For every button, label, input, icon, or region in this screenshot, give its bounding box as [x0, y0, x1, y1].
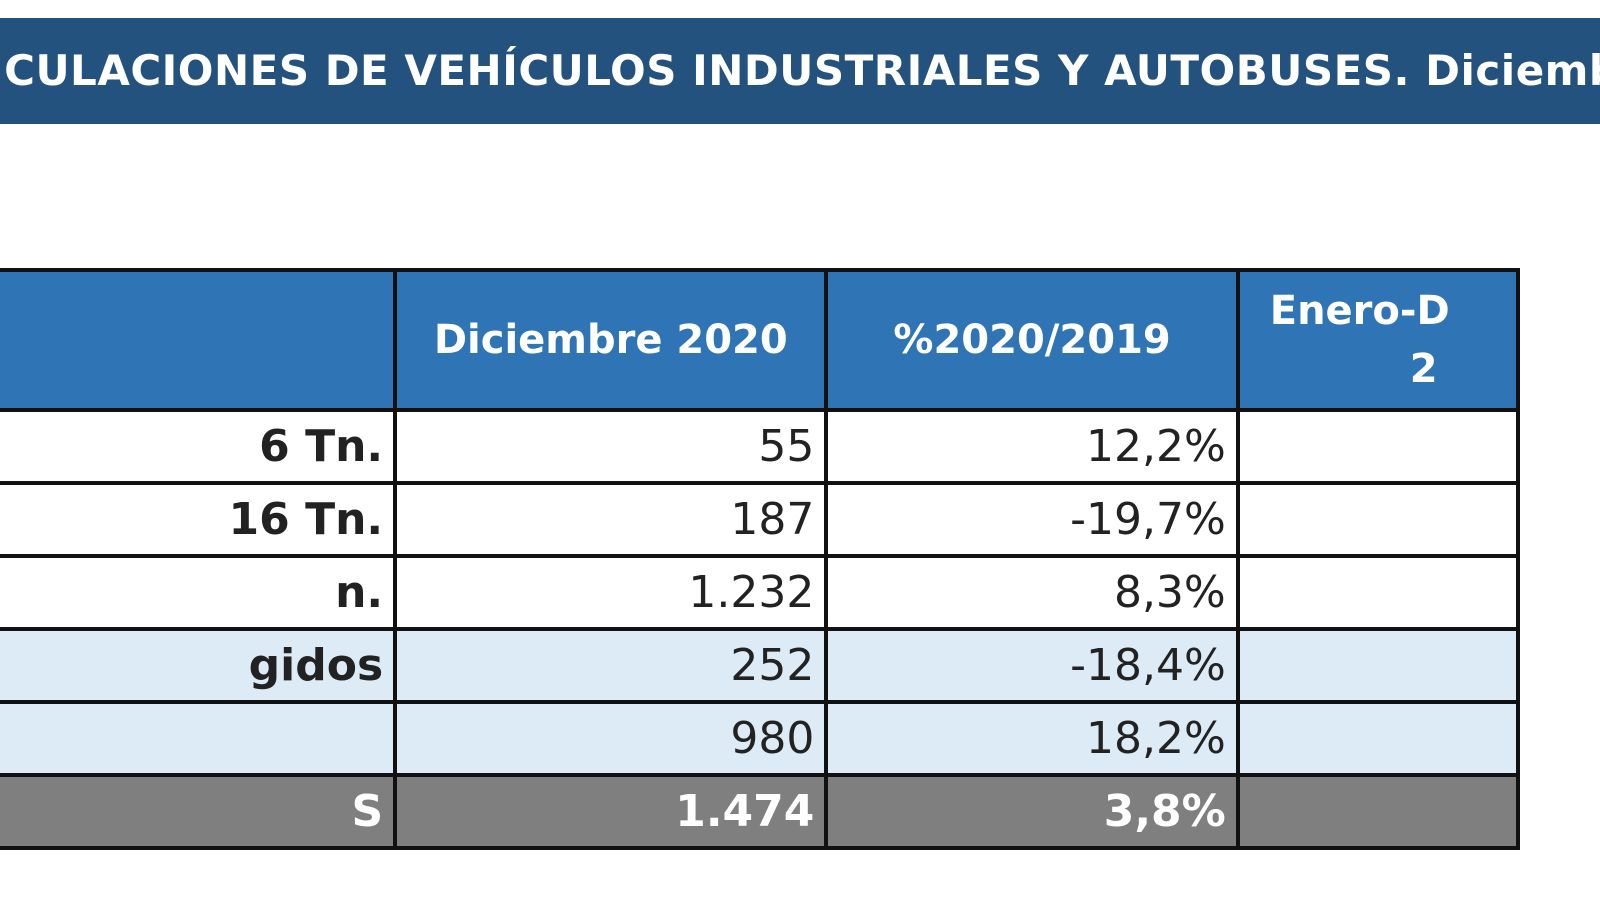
cell-december-2020: 1.232: [393, 554, 829, 631]
cell-december-2020: 252: [393, 627, 829, 704]
cell-percent-change: 8,3%: [824, 554, 1240, 631]
cell-jan-dec: [1235, 408, 1521, 485]
cell-december-2020: 187: [393, 481, 829, 558]
cell-jan-dec: [1235, 773, 1521, 850]
row-label-value: 16 Tn.: [228, 494, 384, 545]
table-row: gidos 252 -18,4%: [0, 627, 1521, 704]
table-header-row: Diciembre 2020 %2020/2019 Enero-D 2: [0, 268, 1521, 412]
cell-percent-change: -19,7%: [824, 481, 1240, 558]
cell-percent-change: 18,2%: [824, 700, 1240, 777]
cell-percent-change: 12,2%: [824, 408, 1240, 485]
row-label-text: 6 Tn.: [0, 421, 383, 472]
registrations-table: Diciembre 2020 %2020/2019 Enero-D 2 6 Tn…: [0, 268, 1521, 850]
cell-jan-dec: [1235, 481, 1521, 558]
row-label: 6 Tn.: [0, 408, 398, 485]
row-label: gidos: [0, 627, 398, 704]
row-label: [0, 700, 398, 777]
title-bar: ICULACIONES DE VEHÍCULOS INDUSTRIALES Y …: [0, 18, 1600, 124]
cell-jan-dec: [1235, 554, 1521, 631]
header-december-2020: Diciembre 2020: [393, 268, 829, 412]
cell-percent-change: -18,4%: [824, 627, 1240, 704]
cell-jan-dec: [1235, 627, 1521, 704]
cell-december-2020: 55: [393, 408, 829, 485]
header-jan-dec-line1: Enero-D: [1269, 288, 1450, 334]
row-label-value: 6 Tn.: [259, 421, 384, 472]
table-row: S 1.474 3,8%: [0, 773, 1521, 850]
header-category: [0, 268, 398, 412]
row-label: 16 Tn.: [0, 481, 398, 558]
row-label-text: 16 Tn.: [0, 494, 384, 545]
table-row: 16 Tn. 187 -19,7%: [0, 481, 1521, 558]
cell-december-2020: 1.474: [393, 773, 829, 850]
row-label-value: n.: [335, 567, 384, 618]
row-label-text: gidos: [0, 640, 384, 691]
header-jan-dec: Enero-D 2: [1235, 268, 1521, 412]
row-label-value: S: [351, 786, 384, 837]
table-row: 6 Tn. 55 12,2%: [0, 408, 1521, 485]
row-label-value: gidos: [248, 640, 384, 691]
row-label: n.: [0, 554, 398, 631]
header-jan-dec-line2: 2: [1409, 346, 1438, 392]
header-percent-change: %2020/2019: [824, 268, 1240, 412]
page-title: ICULACIONES DE VEHÍCULOS INDUSTRIALES Y …: [0, 46, 1600, 95]
row-label-text: S: [0, 786, 383, 837]
table-row: 980 18,2%: [0, 700, 1521, 777]
table-row: n. 1.232 8,3%: [0, 554, 1521, 631]
cell-december-2020: 980: [393, 700, 829, 777]
row-label-text: n.: [0, 567, 383, 618]
cell-jan-dec: [1235, 700, 1521, 777]
row-label: S: [0, 773, 398, 850]
cell-percent-change: 3,8%: [824, 773, 1240, 850]
